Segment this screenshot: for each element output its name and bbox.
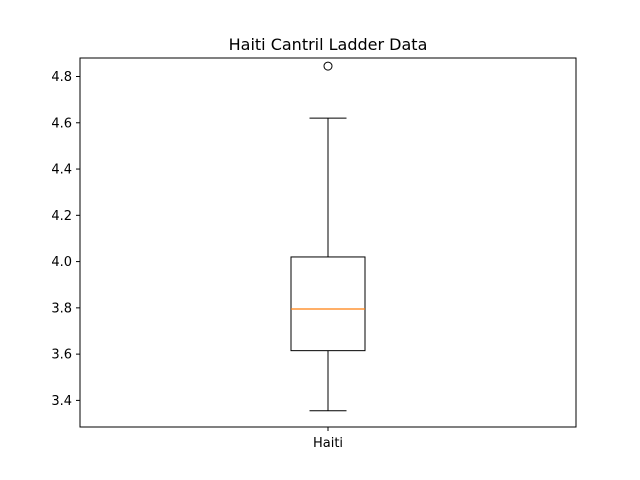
y-tick-label: 4.4 (51, 163, 72, 178)
y-tick-label: 3.8 (51, 301, 72, 316)
x-axis: Haiti (313, 427, 343, 451)
x-tick-label: Haiti (313, 436, 343, 451)
chart-title: Haiti Cantril Ladder Data (229, 35, 428, 54)
y-tick-label: 4.6 (51, 116, 72, 131)
outlier-point (323, 61, 333, 71)
y-axis: 3.4 3.6 3.8 4.0 4.2 4.4 4.6 4.8 (51, 70, 80, 409)
y-tick-label: 3.4 (51, 394, 72, 409)
y-tick-label: 4.8 (51, 70, 72, 85)
y-tick-label: 4.2 (51, 209, 72, 224)
interquartile-box (290, 256, 366, 352)
box-series (290, 61, 366, 412)
y-tick-label: 3.6 (51, 348, 72, 363)
y-tick-label: 4.0 (51, 255, 72, 270)
